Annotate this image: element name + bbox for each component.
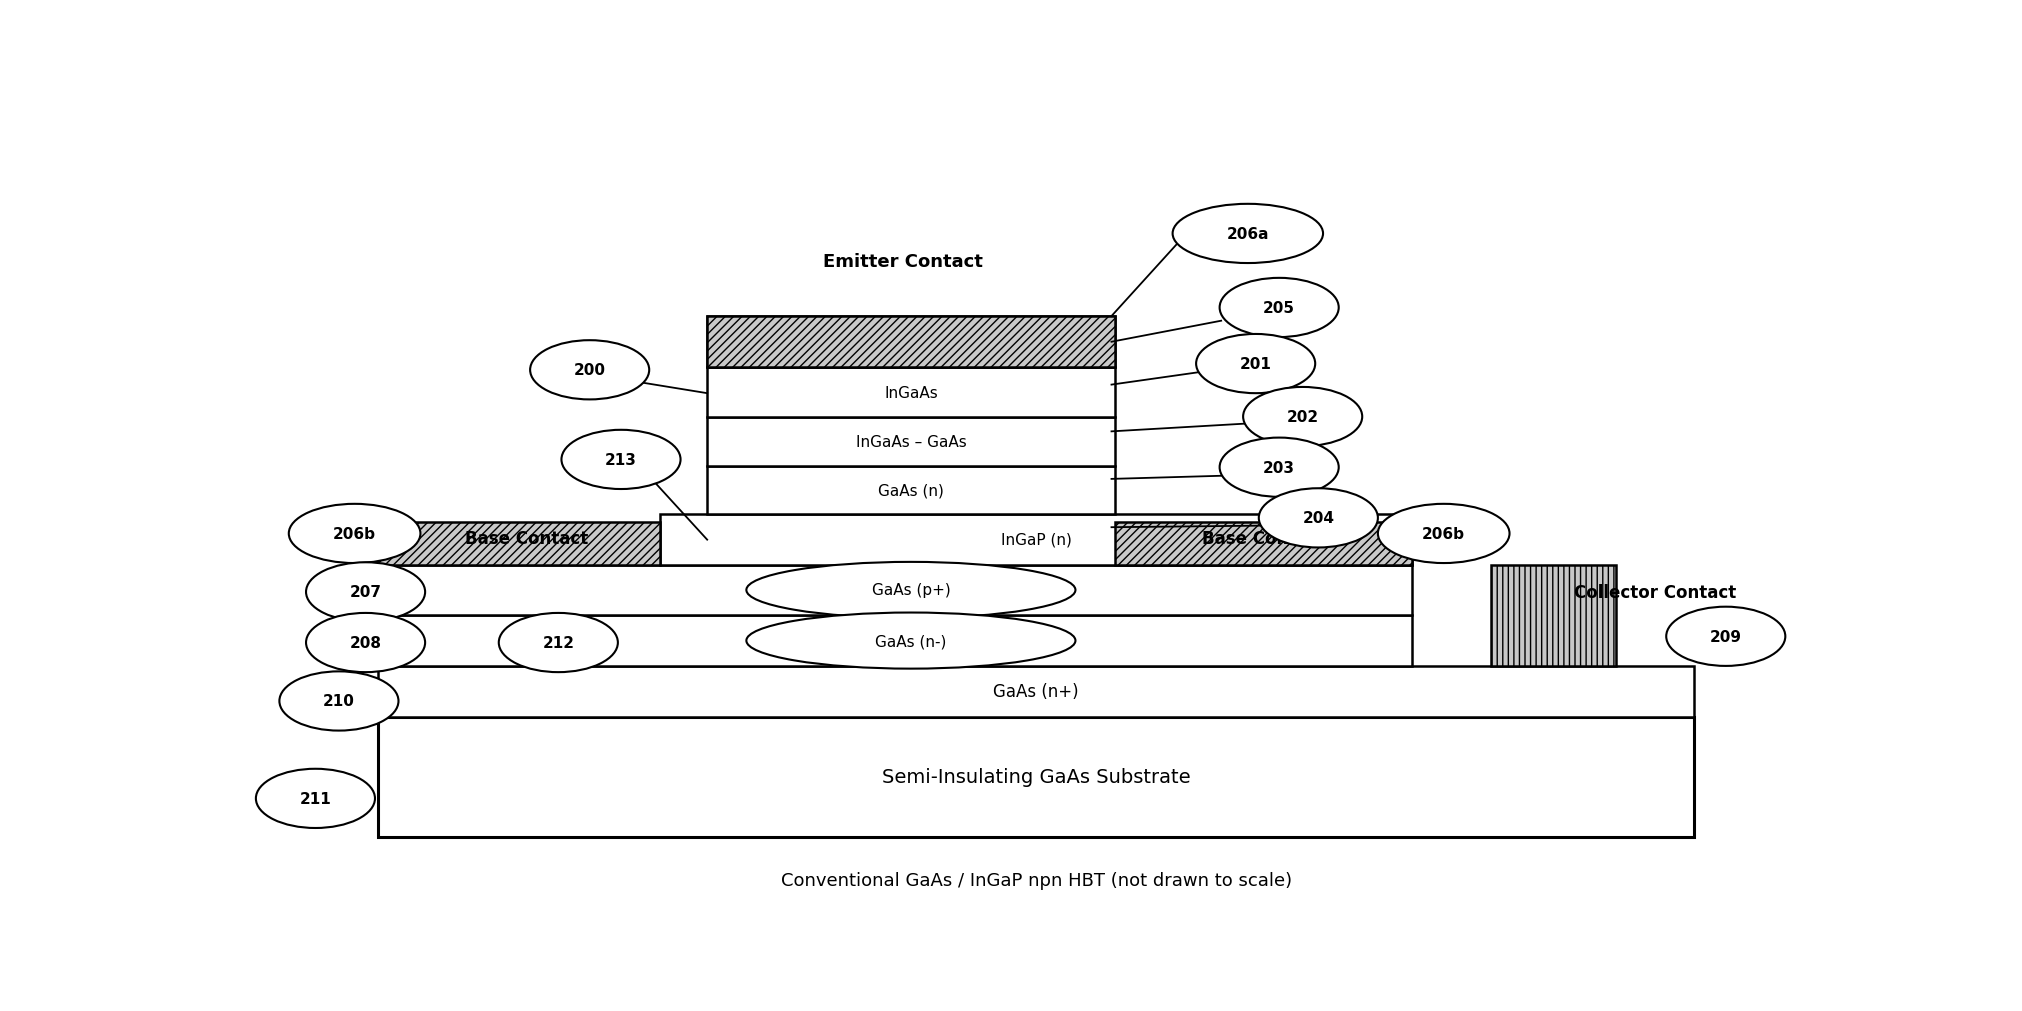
Ellipse shape (289, 504, 421, 563)
Text: 200: 200 (574, 363, 607, 378)
Text: Base Contact: Base Contact (1201, 530, 1324, 548)
Ellipse shape (562, 431, 681, 489)
Bar (708, 316, 1114, 367)
Ellipse shape (305, 563, 425, 622)
Ellipse shape (746, 613, 1076, 669)
Bar (378, 616, 1411, 666)
Ellipse shape (257, 769, 374, 828)
Ellipse shape (530, 341, 649, 400)
Text: 207: 207 (350, 584, 382, 600)
Text: Semi-Insulating GaAs Substrate: Semi-Insulating GaAs Substrate (882, 767, 1191, 787)
Text: Conventional GaAs / InGaP npn HBT (not drawn to scale): Conventional GaAs / InGaP npn HBT (not d… (780, 871, 1292, 890)
Ellipse shape (1260, 488, 1377, 548)
Ellipse shape (499, 614, 619, 672)
Ellipse shape (1197, 335, 1314, 393)
Ellipse shape (1244, 387, 1363, 447)
Text: InGaAs – GaAs: InGaAs – GaAs (855, 435, 967, 450)
Text: 201: 201 (1239, 357, 1272, 372)
Ellipse shape (1219, 438, 1339, 497)
Text: 213: 213 (605, 453, 637, 467)
Ellipse shape (1377, 504, 1510, 563)
Text: Emitter Contact: Emitter Contact (823, 253, 983, 270)
Text: GaAs (n+): GaAs (n+) (993, 682, 1080, 701)
Text: InGaP (n): InGaP (n) (1001, 532, 1072, 547)
Bar (378, 666, 1694, 717)
Bar (708, 466, 1114, 515)
Bar (1114, 523, 1411, 565)
Bar (708, 418, 1114, 466)
Text: GaAs (n): GaAs (n) (878, 483, 944, 497)
Text: 211: 211 (299, 791, 332, 806)
Bar (708, 316, 1114, 367)
Bar (708, 367, 1114, 418)
Ellipse shape (746, 562, 1076, 619)
Text: Collector Contact: Collector Contact (1575, 583, 1737, 602)
Ellipse shape (1173, 204, 1322, 264)
Text: GaAs (n-): GaAs (n-) (876, 634, 946, 648)
Text: Base Contact: Base Contact (465, 530, 588, 548)
Text: 206b: 206b (334, 527, 376, 542)
Text: 210: 210 (324, 694, 356, 709)
Text: 203: 203 (1264, 460, 1296, 475)
Text: GaAs (p+): GaAs (p+) (871, 583, 950, 598)
Ellipse shape (1666, 607, 1785, 666)
Bar (378, 717, 1694, 837)
Text: 206b: 206b (1421, 527, 1466, 542)
Ellipse shape (305, 614, 425, 672)
Text: 202: 202 (1286, 409, 1318, 425)
Bar (1490, 565, 1616, 666)
Ellipse shape (279, 671, 398, 731)
Text: InGaAs: InGaAs (884, 385, 938, 400)
Text: 205: 205 (1264, 300, 1296, 315)
Bar (378, 565, 1411, 616)
Text: 212: 212 (542, 635, 574, 650)
Text: 204: 204 (1302, 511, 1335, 526)
Text: 208: 208 (350, 635, 382, 650)
Bar (378, 523, 659, 565)
Bar (659, 515, 1411, 565)
Ellipse shape (1219, 279, 1339, 338)
Text: 206a: 206a (1227, 226, 1270, 242)
Text: 209: 209 (1711, 629, 1741, 644)
